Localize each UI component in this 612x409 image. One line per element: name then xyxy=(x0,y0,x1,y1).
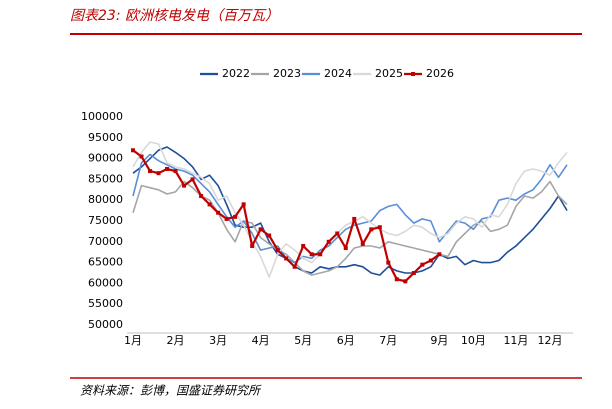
x-tick-label: 12月 xyxy=(537,334,562,347)
series-marker xyxy=(156,171,161,176)
legend-label: 2026 xyxy=(426,67,454,80)
series-marker xyxy=(131,148,135,153)
series-line xyxy=(132,180,568,276)
series-marker xyxy=(377,225,382,230)
series-marker xyxy=(190,177,195,182)
series-marker xyxy=(318,252,323,257)
y-tick-label: 100000 xyxy=(81,110,123,123)
y-tick-label: 65000 xyxy=(88,256,123,269)
x-tick-label: 7月 xyxy=(379,334,397,347)
series-marker xyxy=(369,227,374,232)
series-marker xyxy=(250,243,255,248)
series-line xyxy=(132,146,568,276)
series-marker xyxy=(437,252,442,257)
series-marker xyxy=(207,202,212,207)
legend-label: 2025 xyxy=(375,67,403,80)
series-marker xyxy=(343,246,348,251)
series-marker xyxy=(301,243,306,248)
x-tick-label: 9月 xyxy=(430,334,448,347)
x-tick-label: 2月 xyxy=(167,334,185,347)
series-marker xyxy=(233,214,238,219)
x-tick-label: 4月 xyxy=(252,334,270,347)
source-note: 资料来源：彭博，国盛证券研究所 xyxy=(80,384,262,398)
series-marker xyxy=(258,227,263,232)
x-tick-label: 5月 xyxy=(294,334,312,347)
series-marker xyxy=(182,183,187,188)
series-marker xyxy=(199,194,204,199)
series-marker xyxy=(352,216,357,221)
y-tick-label: 95000 xyxy=(88,131,123,144)
x-tick-label: 11月 xyxy=(503,334,528,347)
series-line xyxy=(132,153,568,264)
series-marker xyxy=(428,258,433,263)
y-tick-label: 75000 xyxy=(88,214,123,227)
legend-label: 2024 xyxy=(324,67,352,80)
chart-title: 图表23: 欧洲核电发电（百万瓦） xyxy=(70,8,279,24)
y-tick-label: 85000 xyxy=(88,172,123,185)
series-marker xyxy=(309,252,314,257)
series-marker xyxy=(292,264,297,269)
series-marker xyxy=(360,241,365,246)
legend-label: 2023 xyxy=(273,67,301,80)
series-marker xyxy=(216,210,221,215)
series-marker xyxy=(411,271,416,275)
x-tick-label: 3月 xyxy=(209,334,227,347)
x-tick-label: 1月 xyxy=(124,334,142,347)
y-tick-label: 60000 xyxy=(88,276,123,289)
x-tick-label: 6月 xyxy=(337,334,355,347)
series-marker xyxy=(403,279,408,284)
y-tick-label: 80000 xyxy=(88,193,123,206)
y-tick-label: 50000 xyxy=(88,318,123,331)
series-marker xyxy=(173,169,178,174)
series-marker xyxy=(139,154,144,159)
series-marker xyxy=(267,233,272,238)
series-marker xyxy=(241,202,246,207)
x-tick-label: 10月 xyxy=(461,334,486,347)
series-line xyxy=(132,141,568,278)
series-marker xyxy=(420,262,425,267)
series-marker xyxy=(386,260,391,265)
series-marker xyxy=(326,239,331,244)
series-marker xyxy=(148,169,153,174)
y-tick-label: 55000 xyxy=(88,297,123,310)
series-marker xyxy=(335,231,340,236)
series-marker xyxy=(224,216,229,221)
y-tick-label: 90000 xyxy=(88,152,123,165)
series-marker xyxy=(275,248,280,253)
series-marker xyxy=(394,277,399,282)
y-tick-label: 70000 xyxy=(88,235,123,248)
series-marker xyxy=(284,256,289,261)
legend-marker xyxy=(411,72,415,76)
series-marker xyxy=(165,167,170,171)
legend-label: 2022 xyxy=(222,67,250,80)
